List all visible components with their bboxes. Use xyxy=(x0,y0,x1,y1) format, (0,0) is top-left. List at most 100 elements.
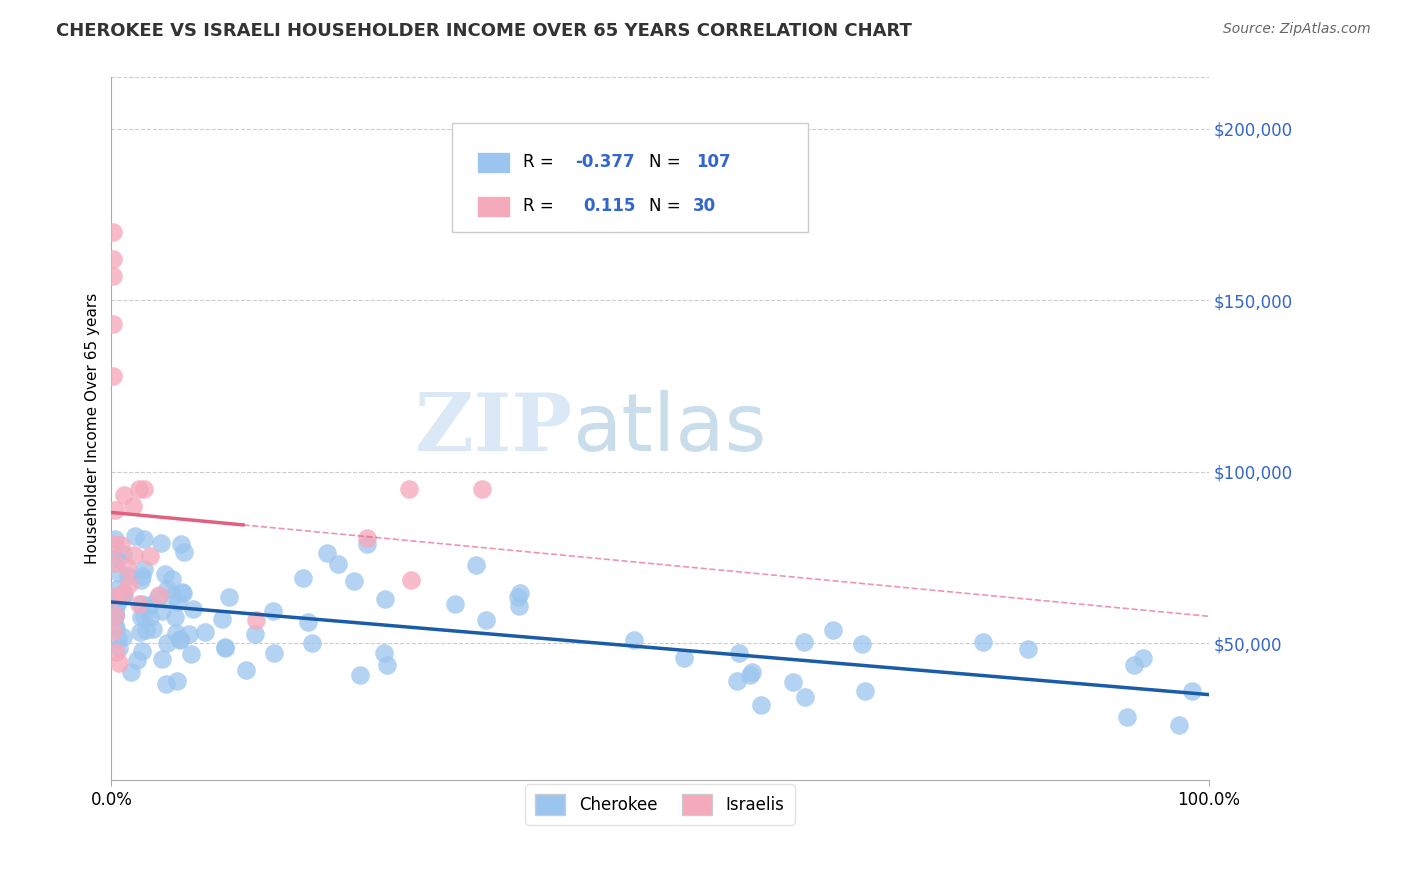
Point xyxy=(170,537,193,551)
Point xyxy=(262,604,284,618)
Point xyxy=(132,609,155,624)
Point xyxy=(150,652,173,666)
Point xyxy=(509,586,531,600)
Point xyxy=(263,646,285,660)
Point xyxy=(111,588,134,602)
Point xyxy=(105,645,128,659)
Point xyxy=(235,663,257,677)
Point xyxy=(129,573,152,587)
Point xyxy=(120,665,142,680)
Point xyxy=(793,635,815,649)
Point xyxy=(107,594,129,608)
Point xyxy=(1017,641,1039,656)
Text: ZIP: ZIP xyxy=(415,390,572,468)
Point xyxy=(374,592,396,607)
Point xyxy=(101,368,124,383)
Point xyxy=(104,608,127,623)
Point xyxy=(1132,650,1154,665)
Point xyxy=(112,547,135,561)
Point xyxy=(108,640,131,655)
Point xyxy=(741,665,763,680)
Point xyxy=(131,644,153,658)
Point xyxy=(104,599,127,613)
Point xyxy=(104,551,127,566)
Point xyxy=(172,585,194,599)
Point xyxy=(132,532,155,546)
Point xyxy=(150,603,173,617)
Point xyxy=(475,613,498,627)
Point xyxy=(214,641,236,656)
Point xyxy=(156,582,179,596)
Text: Source: ZipAtlas.com: Source: ZipAtlas.com xyxy=(1223,22,1371,37)
Point xyxy=(104,605,127,619)
Point xyxy=(110,539,132,553)
Point xyxy=(169,632,191,647)
Point xyxy=(105,621,128,635)
Point xyxy=(125,653,148,667)
Point xyxy=(506,591,529,605)
Text: atlas: atlas xyxy=(572,390,766,468)
Point xyxy=(112,587,135,601)
Point xyxy=(128,597,150,611)
Point xyxy=(315,546,337,560)
Text: R =: R = xyxy=(523,197,564,215)
Point xyxy=(104,608,127,623)
Point xyxy=(728,647,751,661)
Point xyxy=(139,598,162,612)
Point xyxy=(328,557,350,571)
Point xyxy=(104,609,127,624)
Point xyxy=(117,569,139,583)
Point xyxy=(165,610,187,624)
Text: 107: 107 xyxy=(696,153,731,171)
Point xyxy=(972,635,994,649)
Point xyxy=(101,318,124,332)
FancyBboxPatch shape xyxy=(477,195,510,217)
Point xyxy=(107,656,129,670)
Point xyxy=(128,482,150,496)
Point xyxy=(301,636,323,650)
Point xyxy=(173,545,195,559)
Point xyxy=(793,690,815,704)
Point xyxy=(343,574,366,589)
Point xyxy=(398,482,420,496)
Point xyxy=(135,623,157,637)
Point xyxy=(105,550,128,565)
Point xyxy=(375,657,398,672)
Point xyxy=(738,668,761,682)
Point xyxy=(156,636,179,650)
Point xyxy=(169,632,191,647)
Point xyxy=(782,674,804,689)
Point xyxy=(148,589,170,603)
Point xyxy=(1122,657,1144,672)
Point xyxy=(167,595,190,609)
Point xyxy=(101,269,124,284)
Point xyxy=(107,566,129,580)
Point xyxy=(104,589,127,603)
Point xyxy=(155,677,177,691)
Point xyxy=(1167,718,1189,732)
Point xyxy=(101,225,124,239)
Point xyxy=(131,597,153,611)
Point xyxy=(356,531,378,545)
Point xyxy=(180,647,202,661)
Point xyxy=(104,619,127,633)
Point xyxy=(623,632,645,647)
Point xyxy=(356,537,378,551)
Point xyxy=(112,487,135,501)
Point xyxy=(162,589,184,603)
Point xyxy=(470,482,492,496)
Point xyxy=(121,499,143,513)
Point xyxy=(101,252,124,267)
Point xyxy=(150,536,173,550)
Point xyxy=(134,562,156,576)
Text: R =: R = xyxy=(523,153,558,171)
Y-axis label: Householder Income Over 65 years: Householder Income Over 65 years xyxy=(86,293,100,565)
Point xyxy=(111,630,134,644)
Point xyxy=(672,651,695,665)
Point xyxy=(104,557,127,571)
Point xyxy=(115,560,138,574)
Point xyxy=(142,622,165,636)
Point xyxy=(291,571,314,585)
Point xyxy=(214,640,236,654)
Text: -0.377: -0.377 xyxy=(575,153,636,171)
